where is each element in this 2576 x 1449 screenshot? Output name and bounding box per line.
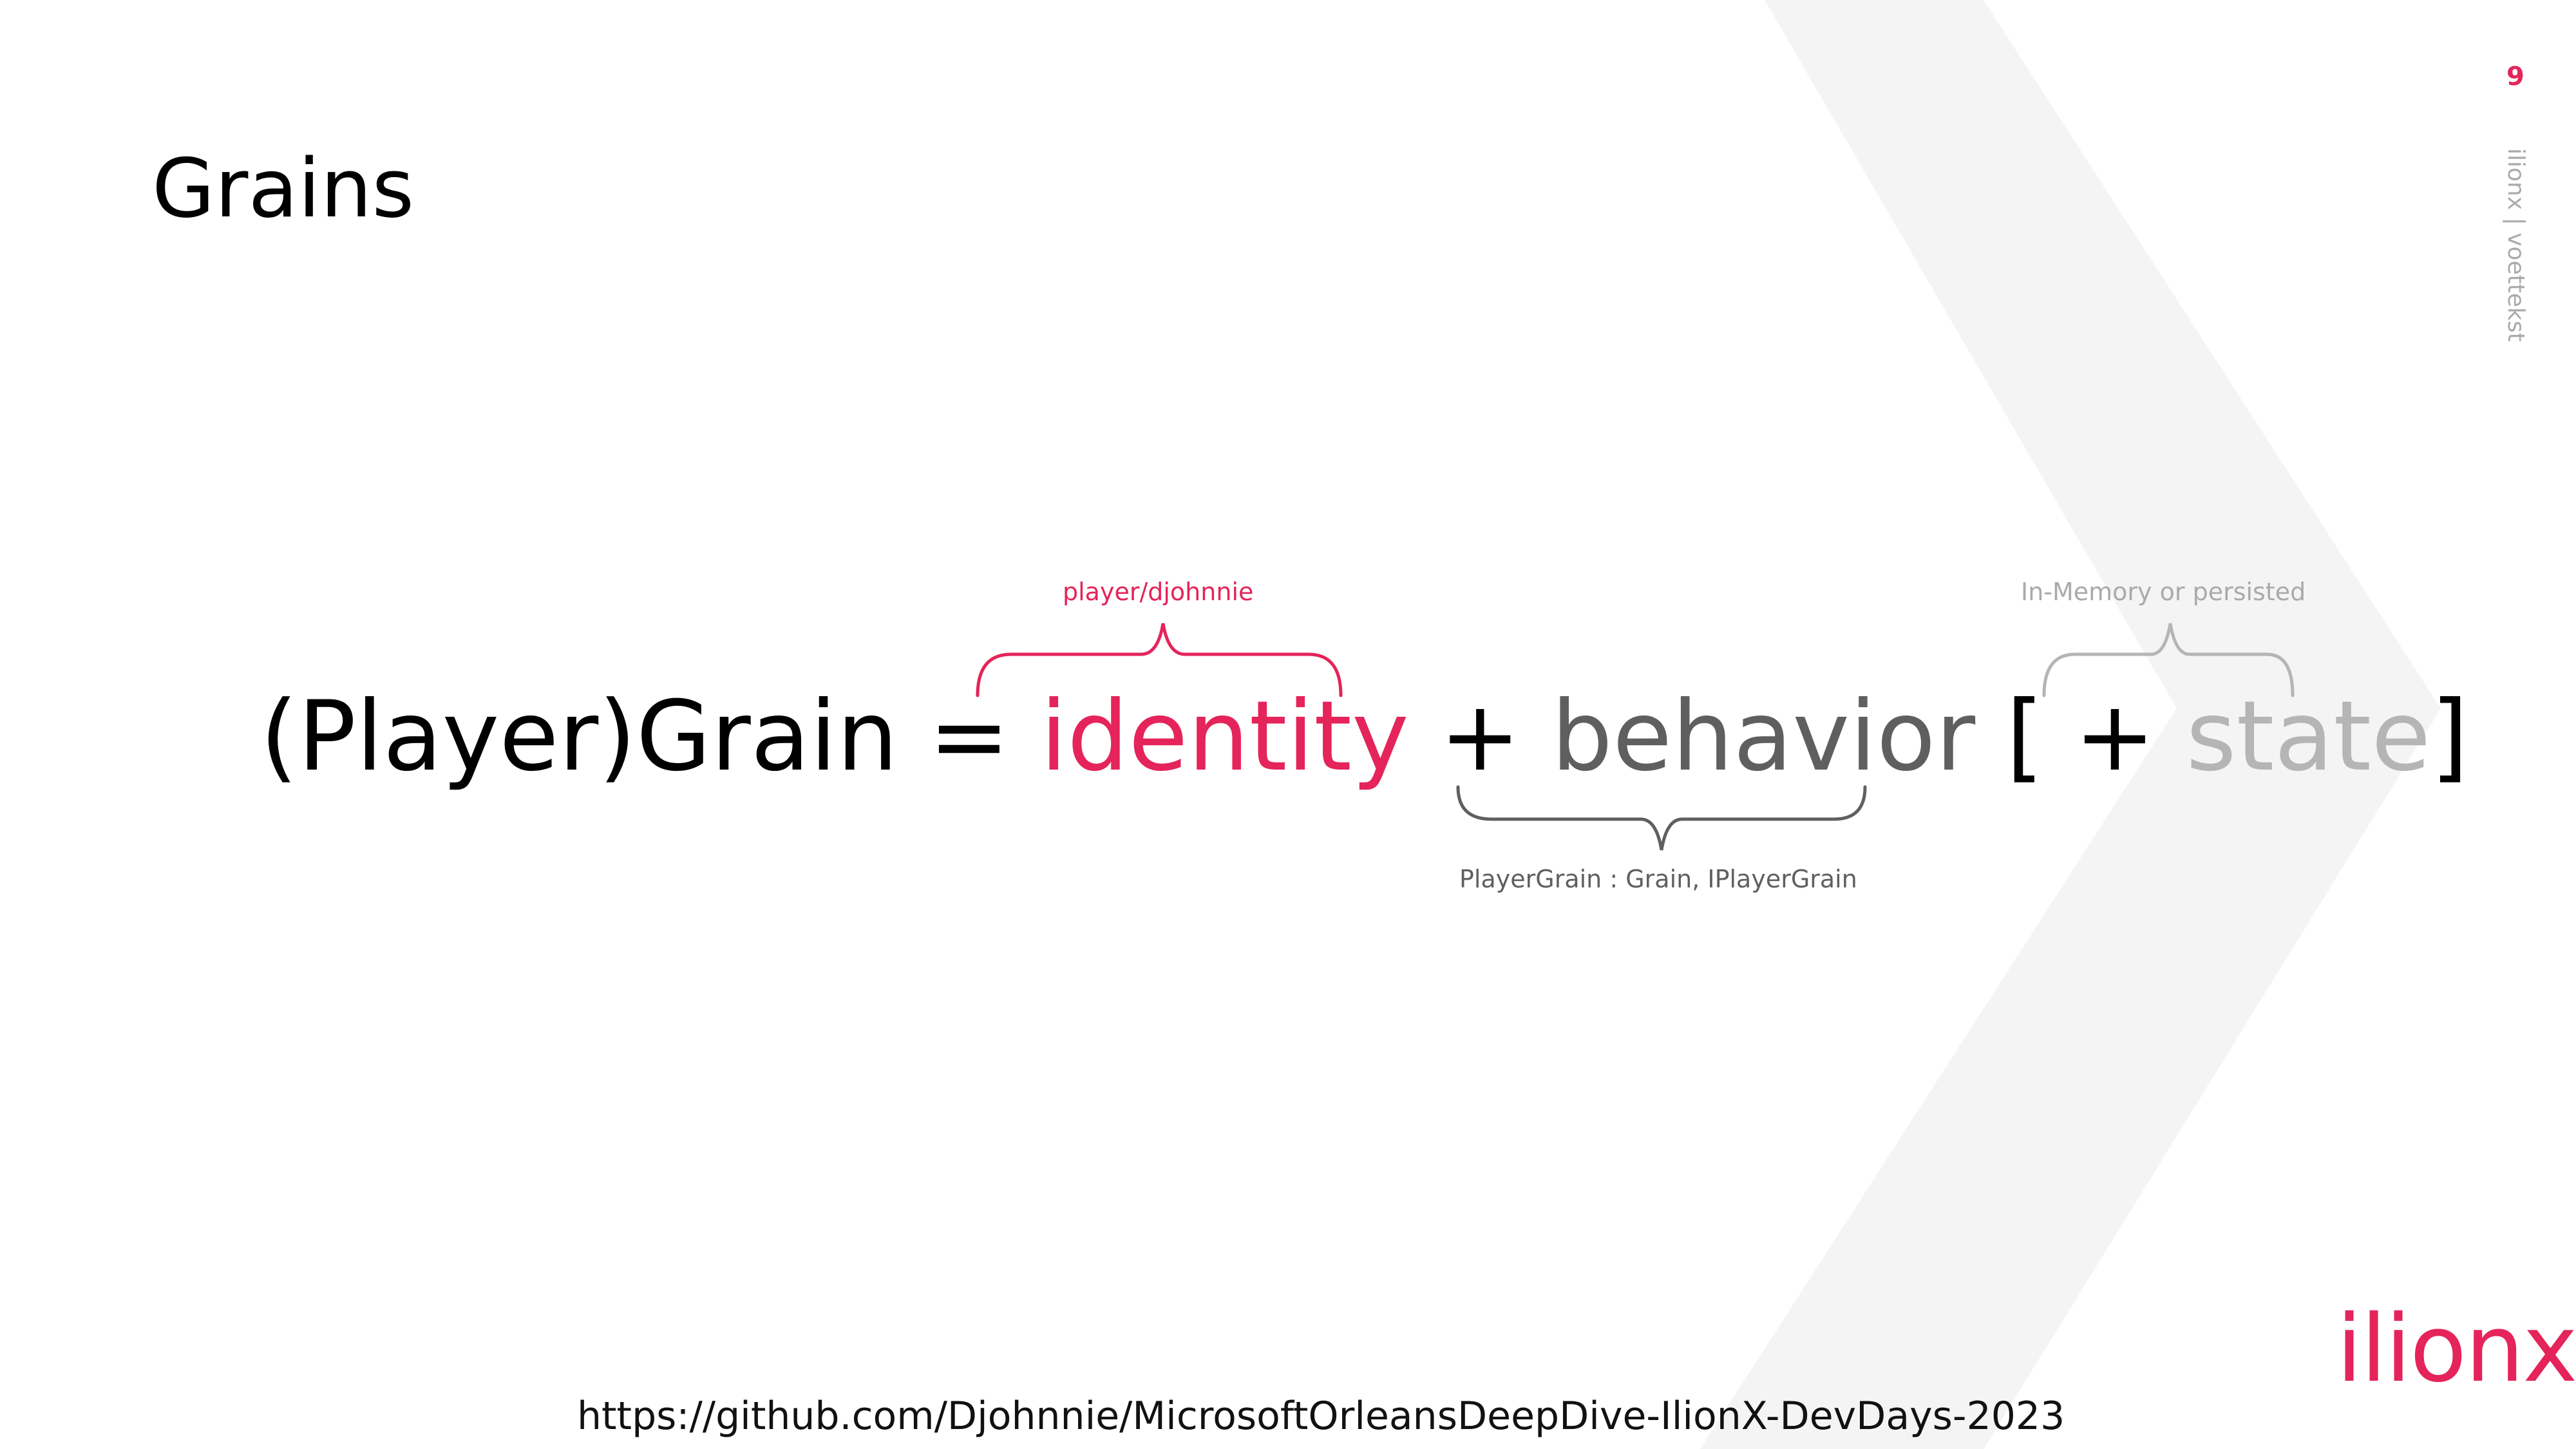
equation-behavior: behavior bbox=[1551, 681, 1976, 793]
equation-state: state bbox=[2186, 681, 2431, 793]
ilionx-logo: ilionx bbox=[2336, 1294, 2576, 1403]
grain-equation: (Player)Grain = identity + behavior [ + … bbox=[260, 677, 2468, 796]
github-repo-link[interactable]: https://github.com/Djohnnie/MicrosoftOrl… bbox=[577, 1394, 2065, 1439]
equation-bracket-open: [ + bbox=[2005, 681, 2155, 793]
equation-subject: (Player)Grain = bbox=[260, 681, 1010, 793]
behavior-annotation: PlayerGrain : Grain, IPlayerGrain bbox=[1459, 865, 1857, 893]
state-annotation: In-Memory or persisted bbox=[2021, 578, 2306, 606]
equation-identity: identity bbox=[1040, 681, 1409, 793]
slide-title: Grains bbox=[152, 141, 415, 236]
footer-text: ilionx | voettekst bbox=[2503, 148, 2529, 342]
identity-annotation: player/djohnnie bbox=[1063, 578, 1254, 606]
equation-bracket-close: ] bbox=[2430, 681, 2468, 793]
equation-plus: + bbox=[1439, 681, 1521, 793]
page-number: 9 bbox=[2506, 62, 2524, 91]
